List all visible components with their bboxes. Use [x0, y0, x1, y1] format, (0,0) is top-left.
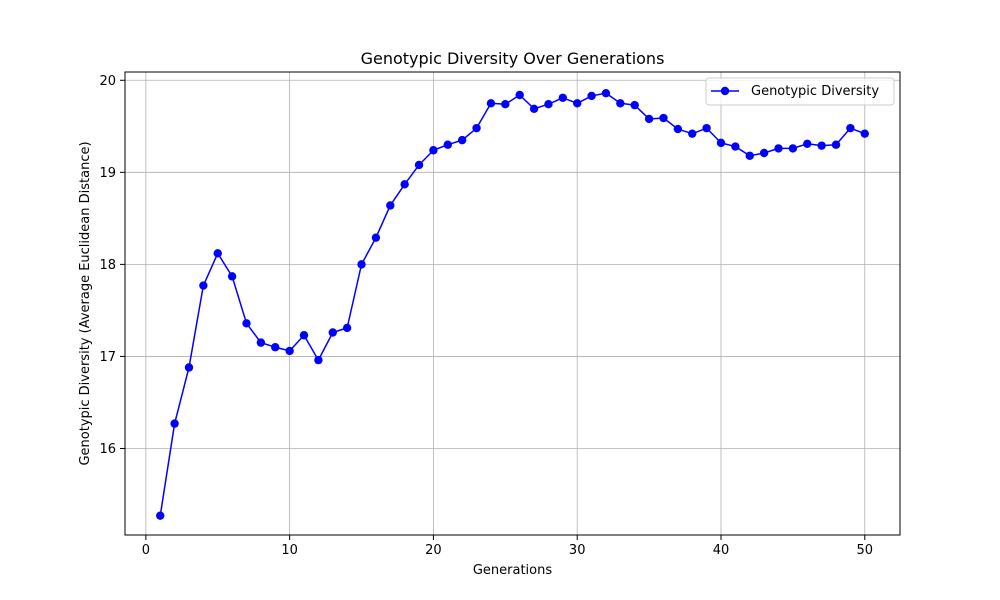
x-tick-label: 30 [569, 543, 586, 558]
data-point [357, 260, 366, 269]
data-point [227, 272, 237, 281]
y-axis-label: Genotypic Diversity (Average Euclidean D… [78, 141, 93, 465]
data-point [486, 99, 496, 108]
data-point [501, 100, 510, 109]
y-tick-label: 18 [99, 258, 116, 273]
x-tick-label: 10 [281, 543, 298, 558]
data-point [573, 99, 582, 108]
data-point [443, 140, 452, 149]
data-point [184, 363, 194, 372]
x-tick-label: 50 [856, 543, 873, 558]
data-point [788, 144, 798, 153]
data-point [558, 93, 568, 102]
legend-label: Genotypic Diversity [751, 84, 879, 99]
data-point [515, 90, 524, 100]
data-point [342, 323, 352, 333]
x-tick-label: 0 [142, 543, 150, 558]
data-point [213, 249, 222, 258]
data-point [256, 338, 266, 347]
series-layer [156, 88, 869, 520]
x-tick-label: 40 [713, 543, 730, 558]
data-point [831, 140, 841, 149]
data-point [644, 114, 654, 124]
data-point [817, 141, 826, 150]
data-point [846, 123, 855, 133]
data-point [587, 91, 596, 101]
data-point [529, 104, 539, 114]
grid-lines [125, 72, 900, 535]
x-axis: 0 10 20 30 40 50 [142, 535, 873, 558]
data-point [285, 346, 294, 356]
data-point [199, 281, 208, 290]
legend-marker-sample [720, 86, 730, 96]
data-point [745, 151, 754, 160]
legend: Genotypic Diversity [705, 77, 895, 106]
data-point [544, 100, 553, 109]
data-point [601, 88, 611, 98]
data-point [371, 233, 381, 242]
x-axis-label: Generations [473, 563, 553, 578]
data-point [759, 148, 769, 158]
data-point [716, 138, 726, 148]
x-tick-label: 20 [425, 543, 442, 558]
y-axis: 16 17 18 19 20 [99, 74, 125, 457]
data-point [616, 99, 625, 108]
data-point [386, 201, 395, 210]
data-point [673, 124, 683, 134]
data-point [170, 419, 179, 428]
data-point [429, 146, 438, 155]
data-point [314, 355, 323, 365]
data-point [414, 160, 424, 170]
y-tick-label: 19 [99, 166, 116, 181]
data-point [156, 511, 165, 520]
plot-frame [124, 71, 901, 536]
series-line [159, 92, 866, 516]
y-tick-label: 20 [99, 74, 116, 89]
data-point [702, 123, 711, 133]
data-point [860, 129, 869, 138]
data-point [774, 144, 783, 153]
chart-title: Genotypic Diversity Over Generations [361, 49, 665, 68]
legend-box [705, 77, 895, 106]
data-point [472, 123, 481, 133]
data-point [630, 100, 639, 110]
data-point [400, 180, 409, 189]
data-point [457, 135, 467, 145]
data-point [731, 142, 740, 151]
y-tick-label: 16 [99, 442, 116, 457]
y-tick-label: 17 [99, 350, 116, 365]
data-point [659, 113, 668, 123]
data-point [242, 319, 251, 328]
data-point [803, 139, 812, 148]
data-point [688, 129, 697, 138]
data-point [328, 328, 337, 337]
data-point [271, 343, 280, 352]
data-point [299, 331, 309, 340]
